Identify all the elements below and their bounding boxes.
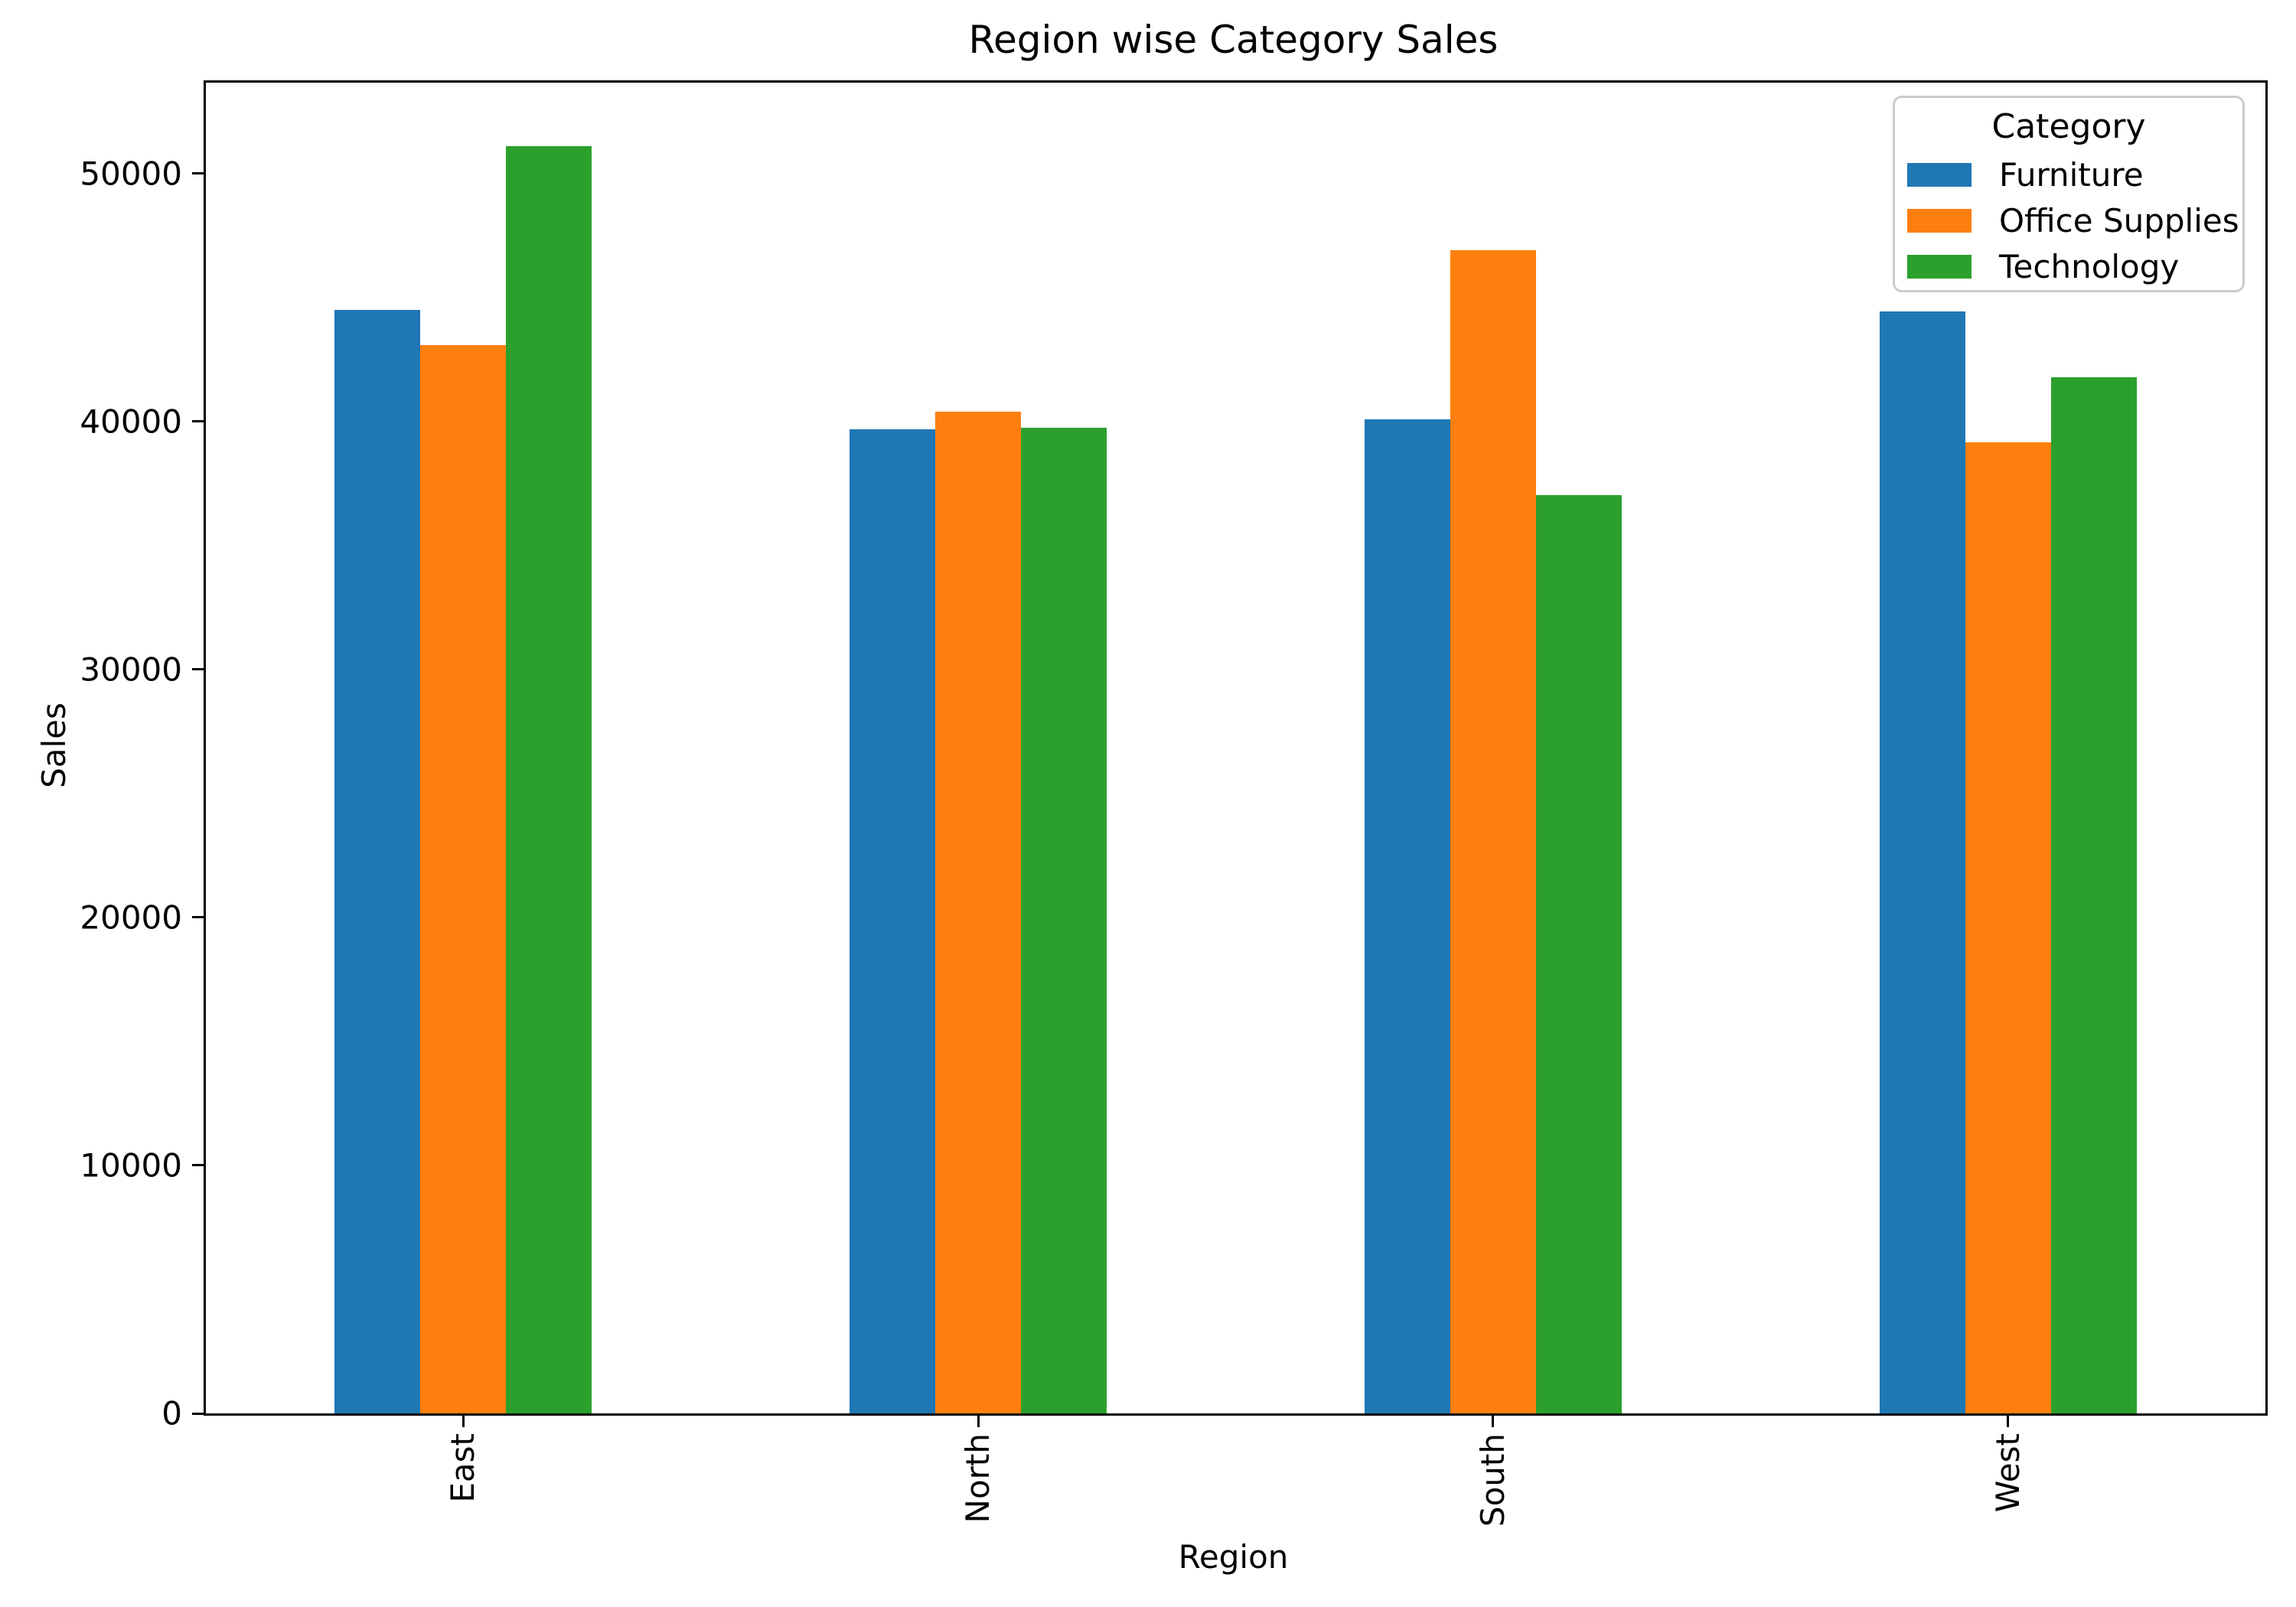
legend-swatch-furniture: [1907, 162, 1971, 187]
bar-furniture-west: [1879, 311, 1965, 1413]
legend-swatch-office-supplies: [1907, 208, 1971, 233]
chart-title: Region wise Category Sales: [968, 18, 1499, 62]
x-tick-label-south: South: [1473, 1433, 1512, 1527]
x-tick-label-north: North: [959, 1433, 997, 1524]
bar-technology-west: [2050, 376, 2137, 1413]
bar-furniture-north: [850, 429, 936, 1413]
bar-office-supplies-south: [1450, 250, 1536, 1413]
legend-item-office-supplies: Office Supplies: [1907, 197, 2239, 243]
legend-label-office-supplies: Office Supplies: [1999, 201, 2239, 240]
bar-furniture-east: [334, 310, 421, 1413]
legend-swatch-technology: [1907, 254, 1971, 279]
y-tick-label-10000: 10000: [80, 1146, 182, 1185]
x-tick-mark-east: [461, 1416, 465, 1427]
x-tick-mark-south: [1492, 1416, 1495, 1427]
x-tick-mark-west: [2007, 1416, 2010, 1427]
bar-technology-north: [1021, 428, 1107, 1413]
x-tick-mark-north: [977, 1416, 980, 1427]
y-tick-label-30000: 30000: [80, 650, 182, 689]
x-axis-label: Region: [1178, 1538, 1289, 1576]
bar-office-supplies-east: [420, 344, 507, 1413]
y-axis-label: Sales: [35, 702, 73, 788]
legend-item-technology: Technology: [1907, 243, 2230, 289]
legend-title: Category: [1991, 107, 2146, 146]
x-tick-label-east: East: [444, 1433, 482, 1503]
legend-item-furniture: Furniture: [1907, 152, 2230, 197]
y-tick-label-0: 0: [161, 1394, 182, 1433]
bar-office-supplies-west: [1965, 442, 2051, 1413]
y-tick-mark-20000: [192, 916, 204, 919]
x-tick-label-west: West: [1988, 1433, 2027, 1513]
plot-area: 0 10000 20000 30000 40000 50000 East North South…: [80, 80, 2268, 1527]
y-tick-mark-50000: [192, 172, 204, 175]
legend-label-furniture: Furniture: [1999, 155, 2144, 194]
y-tick-mark-30000: [192, 668, 204, 671]
bar-office-supplies-north: [935, 411, 1022, 1413]
y-tick-label-50000: 50000: [80, 155, 182, 193]
y-tick-mark-40000: [192, 420, 204, 423]
y-tick-mark-0: [192, 1412, 204, 1415]
y-tick-label-40000: 40000: [80, 403, 182, 441]
bar-technology-east: [506, 146, 592, 1413]
legend-label-technology: Technology: [1999, 247, 2180, 285]
legend-items: Furniture Office Supplies Technology: [1907, 152, 2239, 289]
bar-furniture-south: [1364, 419, 1450, 1413]
y-tick-mark-10000: [192, 1164, 204, 1167]
legend: Category Furniture Office Supplies Technol…: [1893, 96, 2245, 292]
bar-technology-south: [1535, 494, 1622, 1413]
y-tick-label-20000: 20000: [80, 898, 182, 937]
